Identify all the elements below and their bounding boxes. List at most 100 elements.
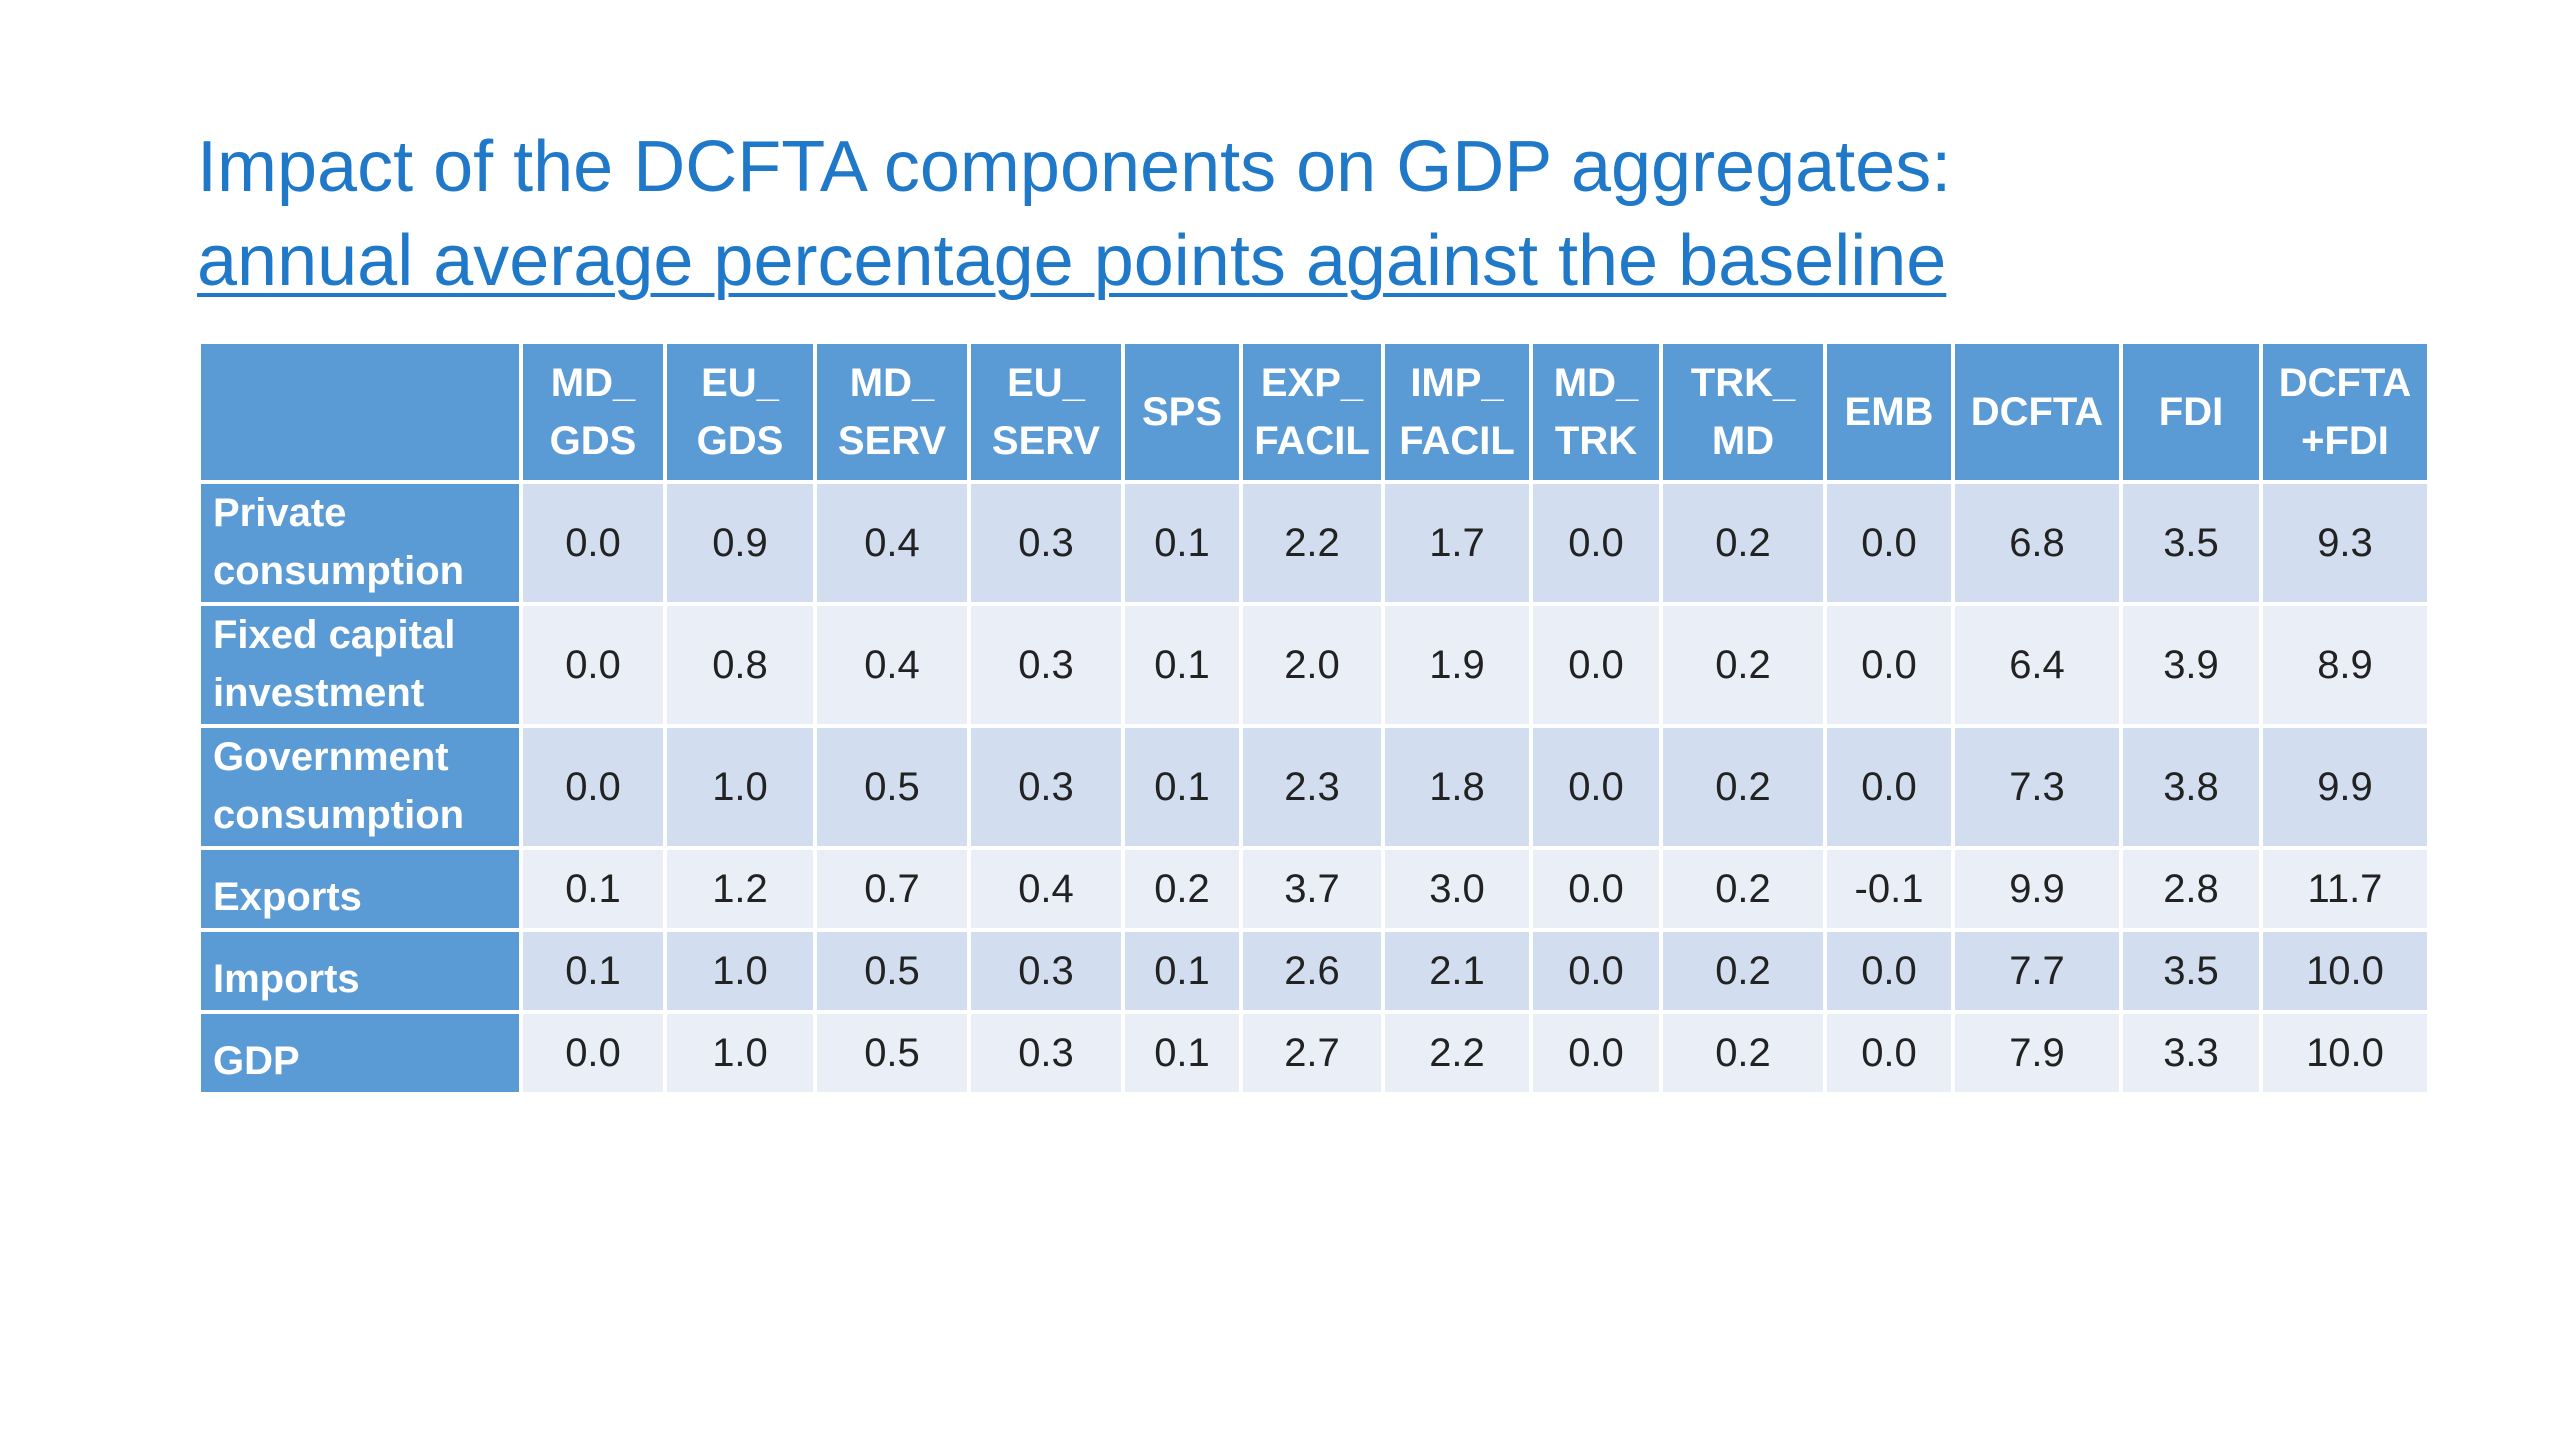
column-header-line-1: TRK_ [1690,361,1796,405]
column-header: FDI [2119,340,2263,484]
table-cell: 0.1 [1121,928,1243,1014]
table-cell: 7.3 [1951,724,2123,850]
row-label-line-1: Exports [213,875,362,919]
column-header-line-2: GDS [696,419,784,463]
row-label: Fixed capital investment [197,602,523,728]
table-cell: 0.0 [1823,1010,1955,1096]
table-cell: 0.0 [1529,846,1663,932]
column-header: MD_ SERV [813,340,971,484]
table-cell: 0.2 [1659,480,1827,606]
table-cell: 0.0 [1823,602,1955,728]
column-header-line-2: GDS [549,419,637,463]
column-header-line-1: FDI [2158,390,2224,434]
table-cell: 3.9 [2119,602,2263,728]
column-header: DCFTA +FDI [2259,340,2431,484]
column-header-line-2: MD [1711,419,1775,463]
table-row: Exports 0.1 1.2 0.7 0.4 0.2 3.7 3.0 0.0 0.2 -0.1 9.… [197,846,2431,932]
row-label-line-2: investment [213,671,425,715]
table-cell: 10.0 [2259,1010,2431,1096]
table-cell: 0.3 [967,724,1125,850]
row-label: Government consumption [197,724,523,850]
table-cell: 0.3 [967,602,1125,728]
table-cell: 0.3 [967,480,1125,606]
row-label-line-2: consumption [213,549,465,593]
header-corner-cell [197,340,523,484]
table-cell: 1.0 [663,1010,817,1096]
column-header-line-2: FACIL [1399,419,1515,463]
column-header: MD_ TRK [1529,340,1663,484]
column-header-line-2: TRK [1554,419,1638,463]
column-header: SPS [1121,340,1243,484]
row-label-line-2: consumption [213,793,465,837]
row-label-line-1: Government [213,735,449,779]
row-label: Exports [197,846,523,932]
column-header-line-1: EXP_ [1260,361,1364,405]
table-cell: 1.7 [1381,480,1533,606]
table-cell: 0.5 [813,724,971,850]
table-cell: 2.3 [1239,724,1385,850]
table-cell: 3.3 [2119,1010,2263,1096]
table-cell: 0.1 [1121,480,1243,606]
table-cell: 0.0 [1529,602,1663,728]
table-cell: 0.2 [1659,846,1827,932]
column-header: MD_ GDS [519,340,667,484]
table-cell: 0.4 [813,480,971,606]
table-cell: 0.0 [1529,724,1663,850]
table-cell: 0.0 [519,480,667,606]
table-cell: 2.2 [1239,480,1385,606]
column-header-line-1: DCFTA [2278,361,2412,405]
table-cell: 11.7 [2259,846,2431,932]
table-cell: 0.0 [1823,724,1955,850]
table-cell: 6.8 [1951,480,2123,606]
title-line-2: annual average percentage points against… [197,221,1947,301]
column-header-line-2: +FDI [2301,419,2389,463]
table-cell: 0.1 [1121,1010,1243,1096]
table-cell: 3.8 [2119,724,2263,850]
table-cell: 2.1 [1381,928,1533,1014]
column-header-line-2: SERV [837,419,947,463]
column-header-line-1: MD_ [1553,361,1639,405]
column-header: EU_ GDS [663,340,817,484]
column-header-line-2: FACIL [1254,419,1370,463]
table-cell: 0.1 [1121,602,1243,728]
table-header-row: MD_ GDS EU_ GDS MD_ SERV EU_ SERV SPS EXP_ FACIL IM… [197,340,2431,484]
table-cell: 1.0 [663,724,817,850]
row-label-line-1: Private [213,491,347,535]
table-body: Private consumption 0.0 0.9 0.4 0.3 0.1 2.2 1.7 0… [197,480,2431,1096]
table-cell: 0.0 [1823,928,1955,1014]
column-header: EU_ SERV [967,340,1125,484]
table-cell: 3.5 [2119,928,2263,1014]
table-cell: 3.0 [1381,846,1533,932]
table-cell: 1.9 [1381,602,1533,728]
table-row: Fixed capital investment 0.0 0.8 0.4 0.3 0.1 2.… [197,602,2431,728]
row-label: Imports [197,928,523,1014]
table-cell: 0.0 [1823,480,1955,606]
table-cell: 0.2 [1121,846,1243,932]
column-header: EXP_ FACIL [1239,340,1385,484]
table-cell: 6.4 [1951,602,2123,728]
table-cell: 0.2 [1659,1010,1827,1096]
table-cell: 0.0 [1529,1010,1663,1096]
table-cell: 2.2 [1381,1010,1533,1096]
row-label-line-1: GDP [213,1039,300,1083]
table-cell: 1.8 [1381,724,1533,850]
column-header-line-1: EU_ [1007,361,1085,405]
row-label-line-1: Imports [213,957,360,1001]
table-cell: 8.9 [2259,602,2431,728]
table-cell: 0.1 [519,846,667,932]
table-cell: 0.7 [813,846,971,932]
column-header-line-1: MD_ [550,361,636,405]
column-header: TRK_ MD [1659,340,1827,484]
table-cell: -0.1 [1823,846,1955,932]
column-header-line-1: EU_ [701,361,779,405]
column-header-line-1: IMP_ [1410,361,1504,405]
table-cell: 0.1 [519,928,667,1014]
table-cell: 2.0 [1239,602,1385,728]
table-cell: 9.3 [2259,480,2431,606]
title-line-1: Impact of the DCFTA components on GDP ag… [197,127,1952,207]
table-cell: 2.8 [2119,846,2263,932]
table-cell: 2.7 [1239,1010,1385,1096]
table-cell: 0.0 [1529,480,1663,606]
table-row: GDP 0.0 1.0 0.5 0.3 0.1 2.7 2.2 0.0 0.2 0.0 7.9 3.3 1… [197,1010,2431,1096]
